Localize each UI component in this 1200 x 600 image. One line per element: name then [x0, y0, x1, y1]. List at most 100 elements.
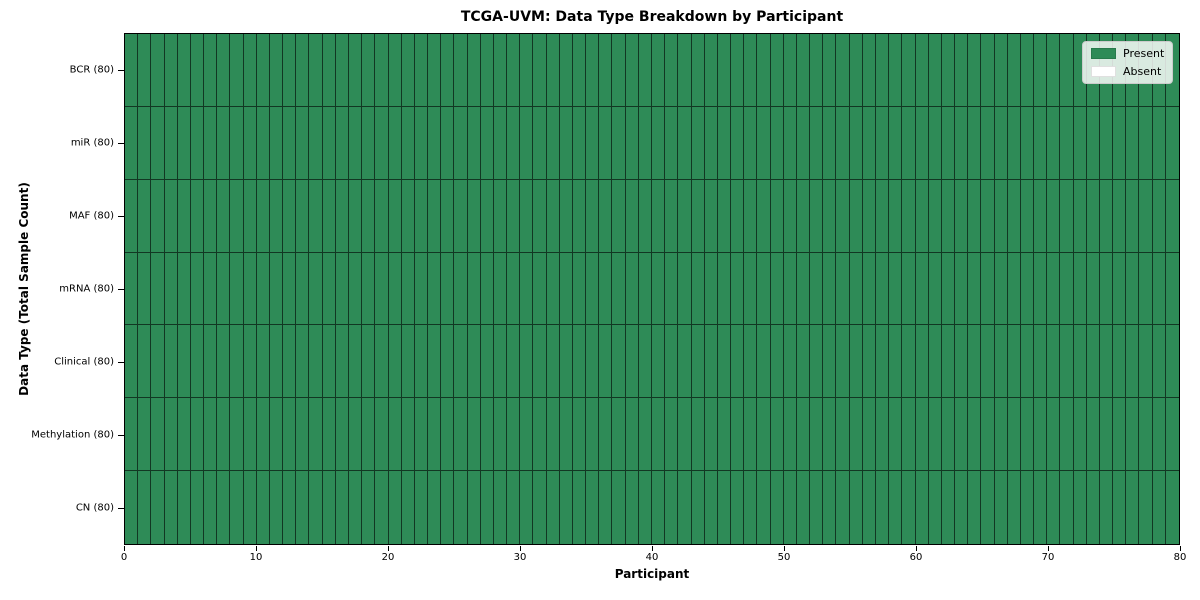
heatmap-cell: [125, 325, 139, 399]
heatmap-cell: [704, 398, 718, 472]
heatmap-cell: [981, 398, 995, 472]
heatmap-cell: [968, 471, 982, 544]
heatmap-cell: [533, 252, 547, 326]
heatmap-cell: [1152, 398, 1166, 472]
heatmap-cell: [836, 34, 850, 107]
x-tick-label: 60: [909, 552, 923, 563]
heatmap-cell: [243, 34, 257, 107]
heatmap-cell: [454, 471, 468, 544]
heatmap-cell: [177, 471, 191, 544]
heatmap-cell: [401, 179, 415, 253]
heatmap-cell: [388, 106, 402, 180]
heatmap-cell: [375, 398, 389, 472]
heatmap-cell: [480, 325, 494, 399]
heatmap-cell: [955, 252, 969, 326]
legend-swatch-absent: [1091, 66, 1116, 77]
heatmap-cell: [388, 325, 402, 399]
heatmap-cell: [533, 325, 547, 399]
heatmap-cell: [757, 106, 771, 180]
heatmap-cell: [796, 325, 811, 399]
x-tick-mark: [388, 546, 389, 551]
heatmap-cell: [1047, 34, 1061, 107]
heatmap-cell: [1007, 471, 1021, 544]
heatmap-cell: [256, 325, 270, 399]
heatmap-cell: [928, 106, 942, 180]
heatmap-cell: [546, 471, 560, 544]
heatmap-cell: [836, 179, 850, 253]
heatmap-cell: [335, 471, 349, 544]
heatmap-cell: [1126, 179, 1140, 253]
heatmap-cell: [401, 106, 415, 180]
heatmap-cell: [915, 398, 929, 472]
heatmap-cell: [862, 471, 876, 544]
heatmap-cell: [968, 325, 982, 399]
heatmap-cell: [836, 471, 850, 544]
heatmap-cell: [586, 179, 600, 253]
x-tick-label: 0: [120, 552, 128, 563]
heatmap-cell: [757, 325, 771, 399]
heatmap-cell: [322, 252, 336, 326]
heatmap-cell: [941, 398, 956, 472]
heatmap-cell: [322, 34, 336, 107]
heatmap-cell: [269, 325, 284, 399]
heatmap-cell: [586, 34, 600, 107]
heatmap-cell: [731, 325, 745, 399]
heatmap-cell: [862, 179, 876, 253]
heatmap-cell: [204, 34, 218, 107]
heatmap-cell: [889, 252, 903, 326]
heatmap-cell: [546, 34, 560, 107]
heatmap-cell: [125, 471, 139, 544]
heatmap-cell: [454, 106, 468, 180]
heatmap-cell: [375, 179, 389, 253]
heatmap-cell: [1126, 325, 1140, 399]
heatmap-cell: [1020, 325, 1035, 399]
heatmap-cell: [1139, 398, 1153, 472]
heatmap-cell: [204, 179, 218, 253]
heatmap-cell: [507, 34, 521, 107]
heatmap-cell: [1047, 398, 1061, 472]
heatmap-cell: [1073, 398, 1087, 472]
y-tick-mark: [118, 142, 124, 144]
heatmap-cell: [572, 471, 587, 544]
heatmap-cell: [599, 106, 613, 180]
heatmap-cell: [217, 106, 231, 180]
heatmap-cell: [296, 252, 310, 326]
heatmap-cell: [691, 179, 705, 253]
heatmap-cell: [348, 398, 363, 472]
heatmap-cell: [783, 471, 797, 544]
heatmap-cell: [599, 471, 613, 544]
heatmap-cell: [190, 471, 205, 544]
heatmap-cell: [994, 471, 1008, 544]
heatmap-cell: [941, 471, 956, 544]
heatmap-cell: [177, 325, 191, 399]
heatmap-cell: [678, 179, 692, 253]
heatmap-cell: [665, 179, 679, 253]
heatmap-cell: [217, 325, 231, 399]
heatmap-cell: [941, 325, 956, 399]
heatmap-cell: [164, 106, 178, 180]
heatmap-cell: [520, 471, 534, 544]
heatmap-cell: [388, 471, 402, 544]
heatmap-cell: [968, 34, 982, 107]
heatmap-cell: [862, 325, 876, 399]
heatmap-cell: [1034, 34, 1048, 107]
heatmap-cell: [810, 106, 824, 180]
heatmap-cell: [968, 106, 982, 180]
heatmap-cell: [230, 325, 244, 399]
heatmap-cell: [414, 34, 429, 107]
heatmap-cell: [691, 106, 705, 180]
heatmap-cell: [875, 398, 890, 472]
heatmap-cell: [757, 34, 771, 107]
heatmap-cell: [849, 252, 863, 326]
heatmap-cell: [230, 252, 244, 326]
heatmap-cell: [1047, 179, 1061, 253]
heatmap-cell: [151, 34, 165, 107]
heatmap-cell: [467, 325, 481, 399]
heatmap-cell: [1060, 252, 1074, 326]
heatmap-cell: [1099, 325, 1114, 399]
heatmap-cell: [981, 106, 995, 180]
heatmap-cell: [362, 325, 376, 399]
heatmap-cell: [467, 398, 481, 472]
heatmap-cell: [1020, 252, 1035, 326]
heatmap-cell: [493, 325, 508, 399]
